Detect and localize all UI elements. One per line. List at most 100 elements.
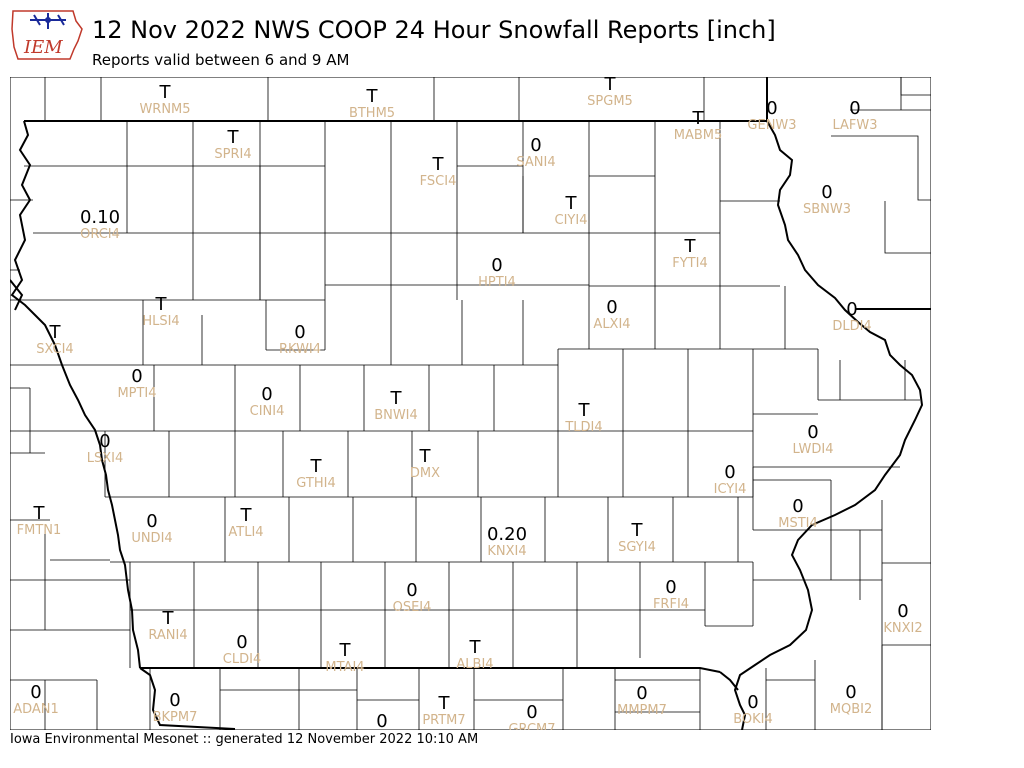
snowfall-value: T bbox=[692, 108, 705, 129]
station-id-label: MABM5 bbox=[674, 128, 723, 143]
station-id-label: ATLI4 bbox=[228, 525, 263, 540]
station-id-label: RANI4 bbox=[148, 628, 187, 643]
station-id-label: OSEI4 bbox=[393, 600, 432, 615]
missouri-border-southwest bbox=[139, 667, 236, 730]
station-id-label: HLSI4 bbox=[142, 314, 179, 329]
snowfall-value: 0 bbox=[491, 255, 502, 276]
station-id-label: WRNM5 bbox=[139, 102, 190, 117]
station-id-label: UNDI4 bbox=[131, 531, 172, 546]
chart-subtitle: Reports valid between 6 and 9 AM bbox=[92, 51, 350, 69]
station-id-label: MTAI4 bbox=[325, 660, 364, 675]
snowfall-value: 0 bbox=[897, 601, 908, 622]
snowfall-value: T bbox=[631, 520, 644, 541]
snowfall-value: T bbox=[366, 86, 379, 107]
footer-credit: Iowa Environmental Mesonet :: generated … bbox=[10, 732, 479, 747]
station-id-label: FSCI4 bbox=[420, 174, 457, 189]
station-id-label: GTHI4 bbox=[296, 476, 335, 491]
snowfall-value: T bbox=[162, 608, 175, 629]
station-id-label: ALXI4 bbox=[593, 317, 630, 332]
station-unnamed: 0 bbox=[376, 711, 387, 732]
iowa-outline-logo-shape bbox=[11, 10, 83, 60]
snowfall-value: T bbox=[604, 74, 617, 95]
station-id-label: KNXI4 bbox=[487, 544, 526, 559]
station-id-label: KNXI2 bbox=[883, 621, 922, 636]
snowfall-value: 0 bbox=[169, 690, 180, 711]
snowfall-value: T bbox=[155, 294, 168, 315]
snowfall-value: 0.20 bbox=[487, 524, 527, 545]
snowfall-value: 0 bbox=[766, 98, 777, 119]
snowfall-value: 0 bbox=[376, 711, 387, 732]
snowfall-value: 0 bbox=[821, 182, 832, 203]
snowfall-value: 0 bbox=[636, 683, 647, 704]
snowfall-value: T bbox=[565, 193, 578, 214]
snowfall-value: T bbox=[33, 503, 46, 524]
snowfall-value: 0 bbox=[261, 384, 272, 405]
nebraska-border bbox=[10, 279, 24, 311]
station-id-label: BTHM5 bbox=[349, 106, 395, 121]
station-id-label: BOKI4 bbox=[733, 712, 773, 727]
snowfall-value: 0 bbox=[146, 511, 157, 532]
snowfall-value: T bbox=[578, 400, 591, 421]
station-id-label: SBNW3 bbox=[803, 202, 851, 217]
station-id-label: RKWI4 bbox=[279, 342, 321, 357]
station-id-label: PRTM7 bbox=[422, 713, 465, 728]
station-id-label: MQBI2 bbox=[830, 702, 872, 717]
county-boundaries bbox=[10, 77, 931, 730]
snowfall-value: 0 bbox=[849, 98, 860, 119]
snowfall-value: 0 bbox=[724, 462, 735, 483]
station-id-label: FRFI4 bbox=[653, 597, 689, 612]
snowfall-value: 0 bbox=[530, 135, 541, 156]
station-id-label: SGYI4 bbox=[618, 540, 656, 555]
station-id-label: SPGM5 bbox=[587, 94, 633, 109]
station-id-label: GRCM7 bbox=[508, 722, 555, 737]
snowfall-value: 0 bbox=[747, 692, 758, 713]
station-id-label: GENW3 bbox=[747, 118, 796, 133]
snowfall-value: T bbox=[390, 388, 403, 409]
state-boundaries bbox=[10, 77, 931, 730]
snowfall-value: 0 bbox=[131, 366, 142, 387]
station-id-label: BNWI4 bbox=[374, 408, 418, 423]
iem-logo: IEM bbox=[11, 10, 83, 60]
snowfall-value: T bbox=[339, 640, 352, 661]
station-id-label: CIYI4 bbox=[555, 213, 588, 228]
station-id-label: CLDI4 bbox=[223, 652, 261, 667]
snowfall-value: T bbox=[159, 82, 172, 103]
snowfall-value: T bbox=[240, 505, 253, 526]
station-id-label: ORCI4 bbox=[80, 227, 120, 242]
station-id-label: DLDI4 bbox=[832, 319, 871, 334]
station-id-label: SANI4 bbox=[516, 155, 555, 170]
logo-text: IEM bbox=[23, 37, 63, 58]
snowfall-value: T bbox=[419, 446, 432, 467]
